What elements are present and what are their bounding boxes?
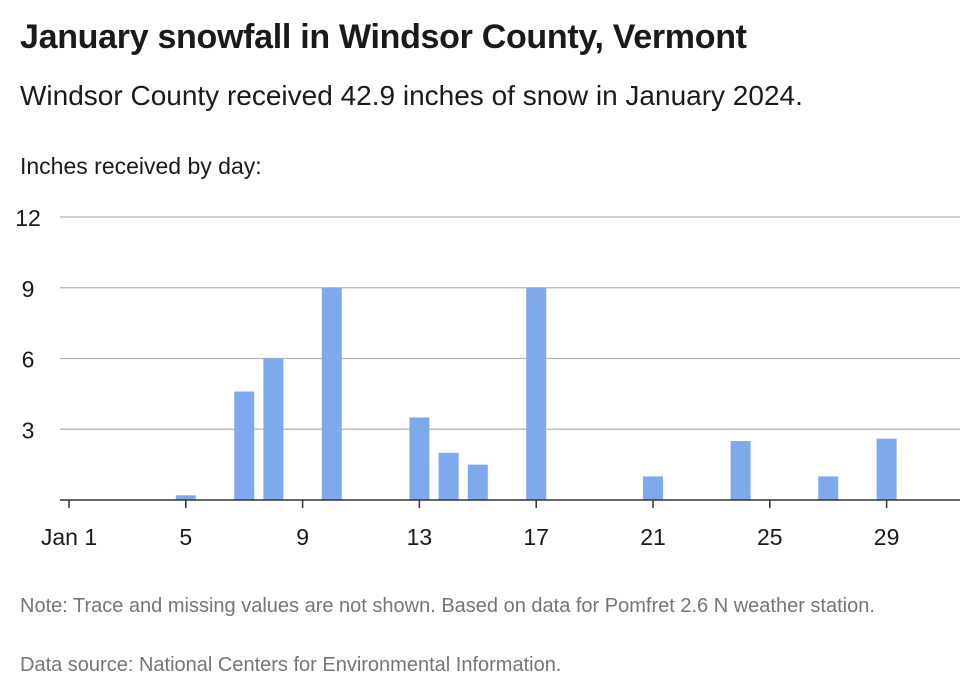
- bar-day-14: [438, 452, 459, 500]
- x-tick-label: 5: [179, 524, 192, 550]
- chart-note: Note: Trace and missing values are not s…: [20, 595, 875, 617]
- chart-title: January snowfall in Windsor County, Verm…: [20, 18, 747, 56]
- bar-day-5: [175, 495, 196, 500]
- x-tick-label: 29: [874, 524, 900, 550]
- chart-subtitle: Windsor County received 42.9 inches of s…: [20, 80, 803, 111]
- bar-day-10: [321, 287, 342, 500]
- bar-day-7: [234, 391, 255, 500]
- y-tick-label: 6: [22, 347, 35, 373]
- tick-labels: 3 6 9 12 Jan 1 5 9 13 17 21 25 29: [15, 205, 899, 550]
- x-tick-label: 9: [296, 524, 309, 550]
- chart-source: Data source: National Centers for Enviro…: [20, 654, 562, 676]
- y-axis-label: Inches received by day:: [20, 153, 262, 179]
- bar-day-24: [730, 441, 751, 500]
- x-tick-label: 13: [407, 524, 433, 550]
- y-tick-label: 3: [22, 417, 35, 443]
- bar-day-27: [818, 476, 839, 500]
- x-tick-label: Jan 1: [41, 524, 97, 550]
- y-tick-label: 9: [22, 276, 35, 302]
- x-tick-label: 21: [640, 524, 666, 550]
- x-tick-label: 25: [757, 524, 783, 550]
- x-axis: [60, 499, 960, 508]
- gridlines: [60, 216, 960, 430]
- bar-day-15: [467, 464, 488, 500]
- x-tick-label: 17: [523, 524, 549, 550]
- bar-day-8: [263, 358, 284, 500]
- bar-day-13: [409, 417, 430, 500]
- bar-day-17: [526, 287, 547, 500]
- bar-day-21: [643, 476, 663, 500]
- snowfall-bar-chart: 3 6 9 12 Jan 1 5 9 13 17 21 25 29: [15, 205, 960, 550]
- bar-day-29: [876, 438, 897, 500]
- y-tick-label: 12: [15, 205, 41, 231]
- bars: [175, 287, 897, 500]
